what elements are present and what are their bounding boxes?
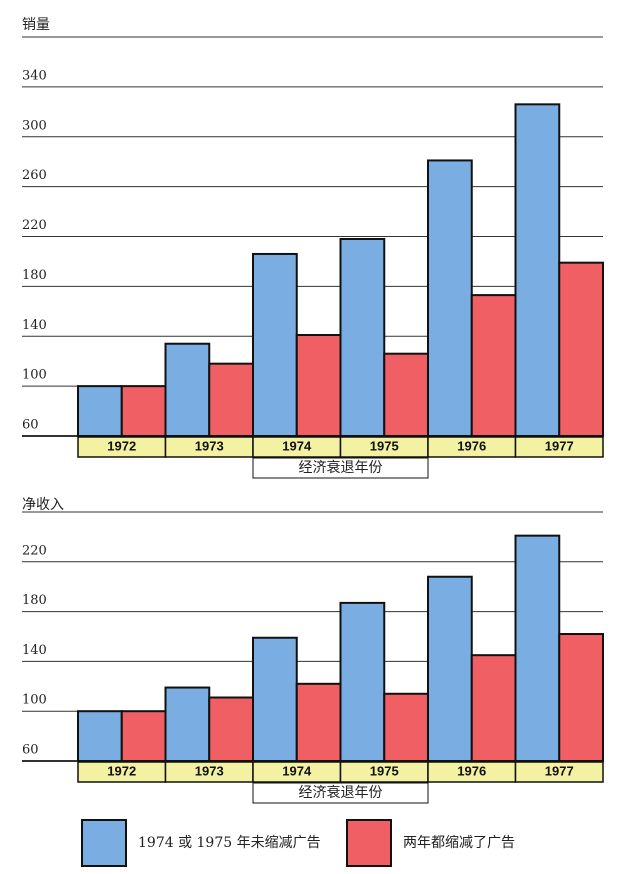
x-tick-label: 1973 — [195, 438, 224, 453]
y-tick-label: 180 — [22, 268, 47, 283]
y-tick-label: 140 — [22, 643, 47, 658]
x-tick-label: 1975 — [370, 438, 399, 453]
legend-swatch — [81, 819, 127, 867]
bar — [295, 682, 342, 762]
bar — [514, 534, 561, 763]
annotation: 经济衰退年份 — [299, 784, 383, 801]
bar — [164, 342, 211, 438]
bar — [208, 696, 254, 763]
x-tick-label: 1975 — [370, 763, 399, 778]
bar — [427, 575, 473, 762]
y-tick-label: 100 — [22, 368, 47, 383]
y-tick-label: 300 — [22, 118, 47, 133]
bar — [558, 261, 604, 438]
y-tick-label: 260 — [22, 168, 47, 183]
legend-label: 1974 或 1975 年未缩减广告 — [138, 835, 321, 851]
x-tick-label: 1974 — [282, 438, 312, 453]
y-tick-label: 140 — [22, 318, 47, 333]
x-tick-label: 1976 — [457, 438, 486, 453]
bar — [120, 710, 167, 763]
legend-swatch — [346, 819, 392, 867]
bar — [120, 385, 167, 437]
x-tick-label: 1972 — [107, 438, 136, 453]
bar — [383, 692, 429, 763]
annotation-box — [252, 457, 429, 479]
x-tick-label: 1977 — [545, 763, 574, 778]
x-tick-label: 1977 — [545, 438, 574, 453]
category-box — [514, 436, 604, 458]
bar — [164, 686, 211, 762]
x-tick-label: 1974 — [282, 763, 312, 778]
bar — [470, 294, 517, 437]
y-tick-label: 100 — [22, 693, 47, 708]
bar — [77, 710, 123, 763]
bar — [339, 601, 386, 763]
bar — [252, 252, 298, 437]
legend-label: 两年都缩减了广告 — [403, 835, 515, 851]
y-axis-label: 净收入 — [22, 497, 64, 513]
bar — [514, 103, 561, 438]
y-tick-label: 60 — [22, 743, 39, 758]
x-tick-label: 1976 — [457, 763, 486, 778]
y-tick-label: 60 — [22, 418, 39, 433]
x-tick-label: 1972 — [107, 763, 136, 778]
x-tick-label: 1973 — [195, 763, 224, 778]
y-tick-label: 220 — [22, 543, 47, 558]
bar — [383, 352, 429, 437]
y-tick-label: 180 — [22, 593, 47, 608]
annotation: 经济衰退年份 — [299, 459, 383, 476]
bar — [77, 385, 123, 437]
y-tick-label: 220 — [22, 218, 47, 233]
bar — [427, 159, 473, 438]
y-axis-label: 销量 — [22, 17, 50, 33]
annotation-box — [252, 782, 429, 804]
bar — [558, 633, 604, 763]
bar — [339, 237, 386, 437]
bar — [208, 362, 254, 437]
category-box — [514, 761, 604, 783]
bar — [252, 636, 298, 762]
bar — [470, 654, 517, 762]
y-tick-label: 340 — [22, 68, 47, 83]
bar — [295, 334, 342, 437]
